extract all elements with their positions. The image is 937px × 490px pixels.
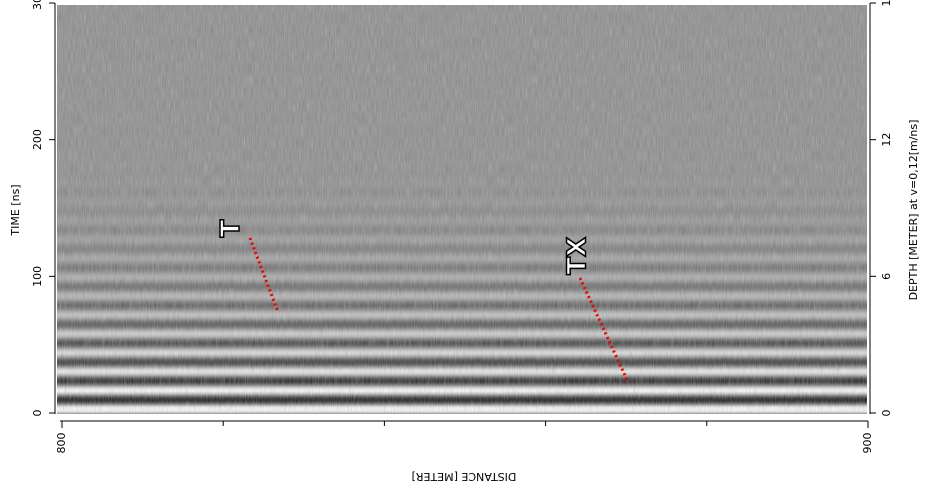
radargram-image — [57, 5, 867, 414]
y2-tick-label: 12 — [880, 133, 893, 147]
y-tick-label: 100 — [31, 266, 44, 287]
x-tick-label: 900 — [861, 433, 874, 454]
y2-tick-label: 6 — [880, 273, 893, 280]
hyperbola-fit — [578, 277, 630, 383]
y-tick-label: 30 — [31, 0, 44, 10]
annotation: T — [216, 219, 246, 237]
y-axis-title: TIME [ns] — [9, 184, 22, 236]
y2-tick-label: 0 — [880, 410, 893, 417]
x-tick-label: 800 — [55, 433, 68, 454]
hyperbola-fit — [248, 237, 280, 313]
y2-tick-label: 1 — [880, 0, 893, 7]
annotation: TX — [562, 237, 592, 275]
x-axis-title: DISTANCE [METER] — [412, 470, 517, 483]
y-tick-label: 0 — [31, 410, 44, 417]
y-tick-label: 200 — [31, 129, 44, 150]
y2-axis-title: DEPTH [METER] at v=0,12[m/ns] — [907, 120, 920, 301]
